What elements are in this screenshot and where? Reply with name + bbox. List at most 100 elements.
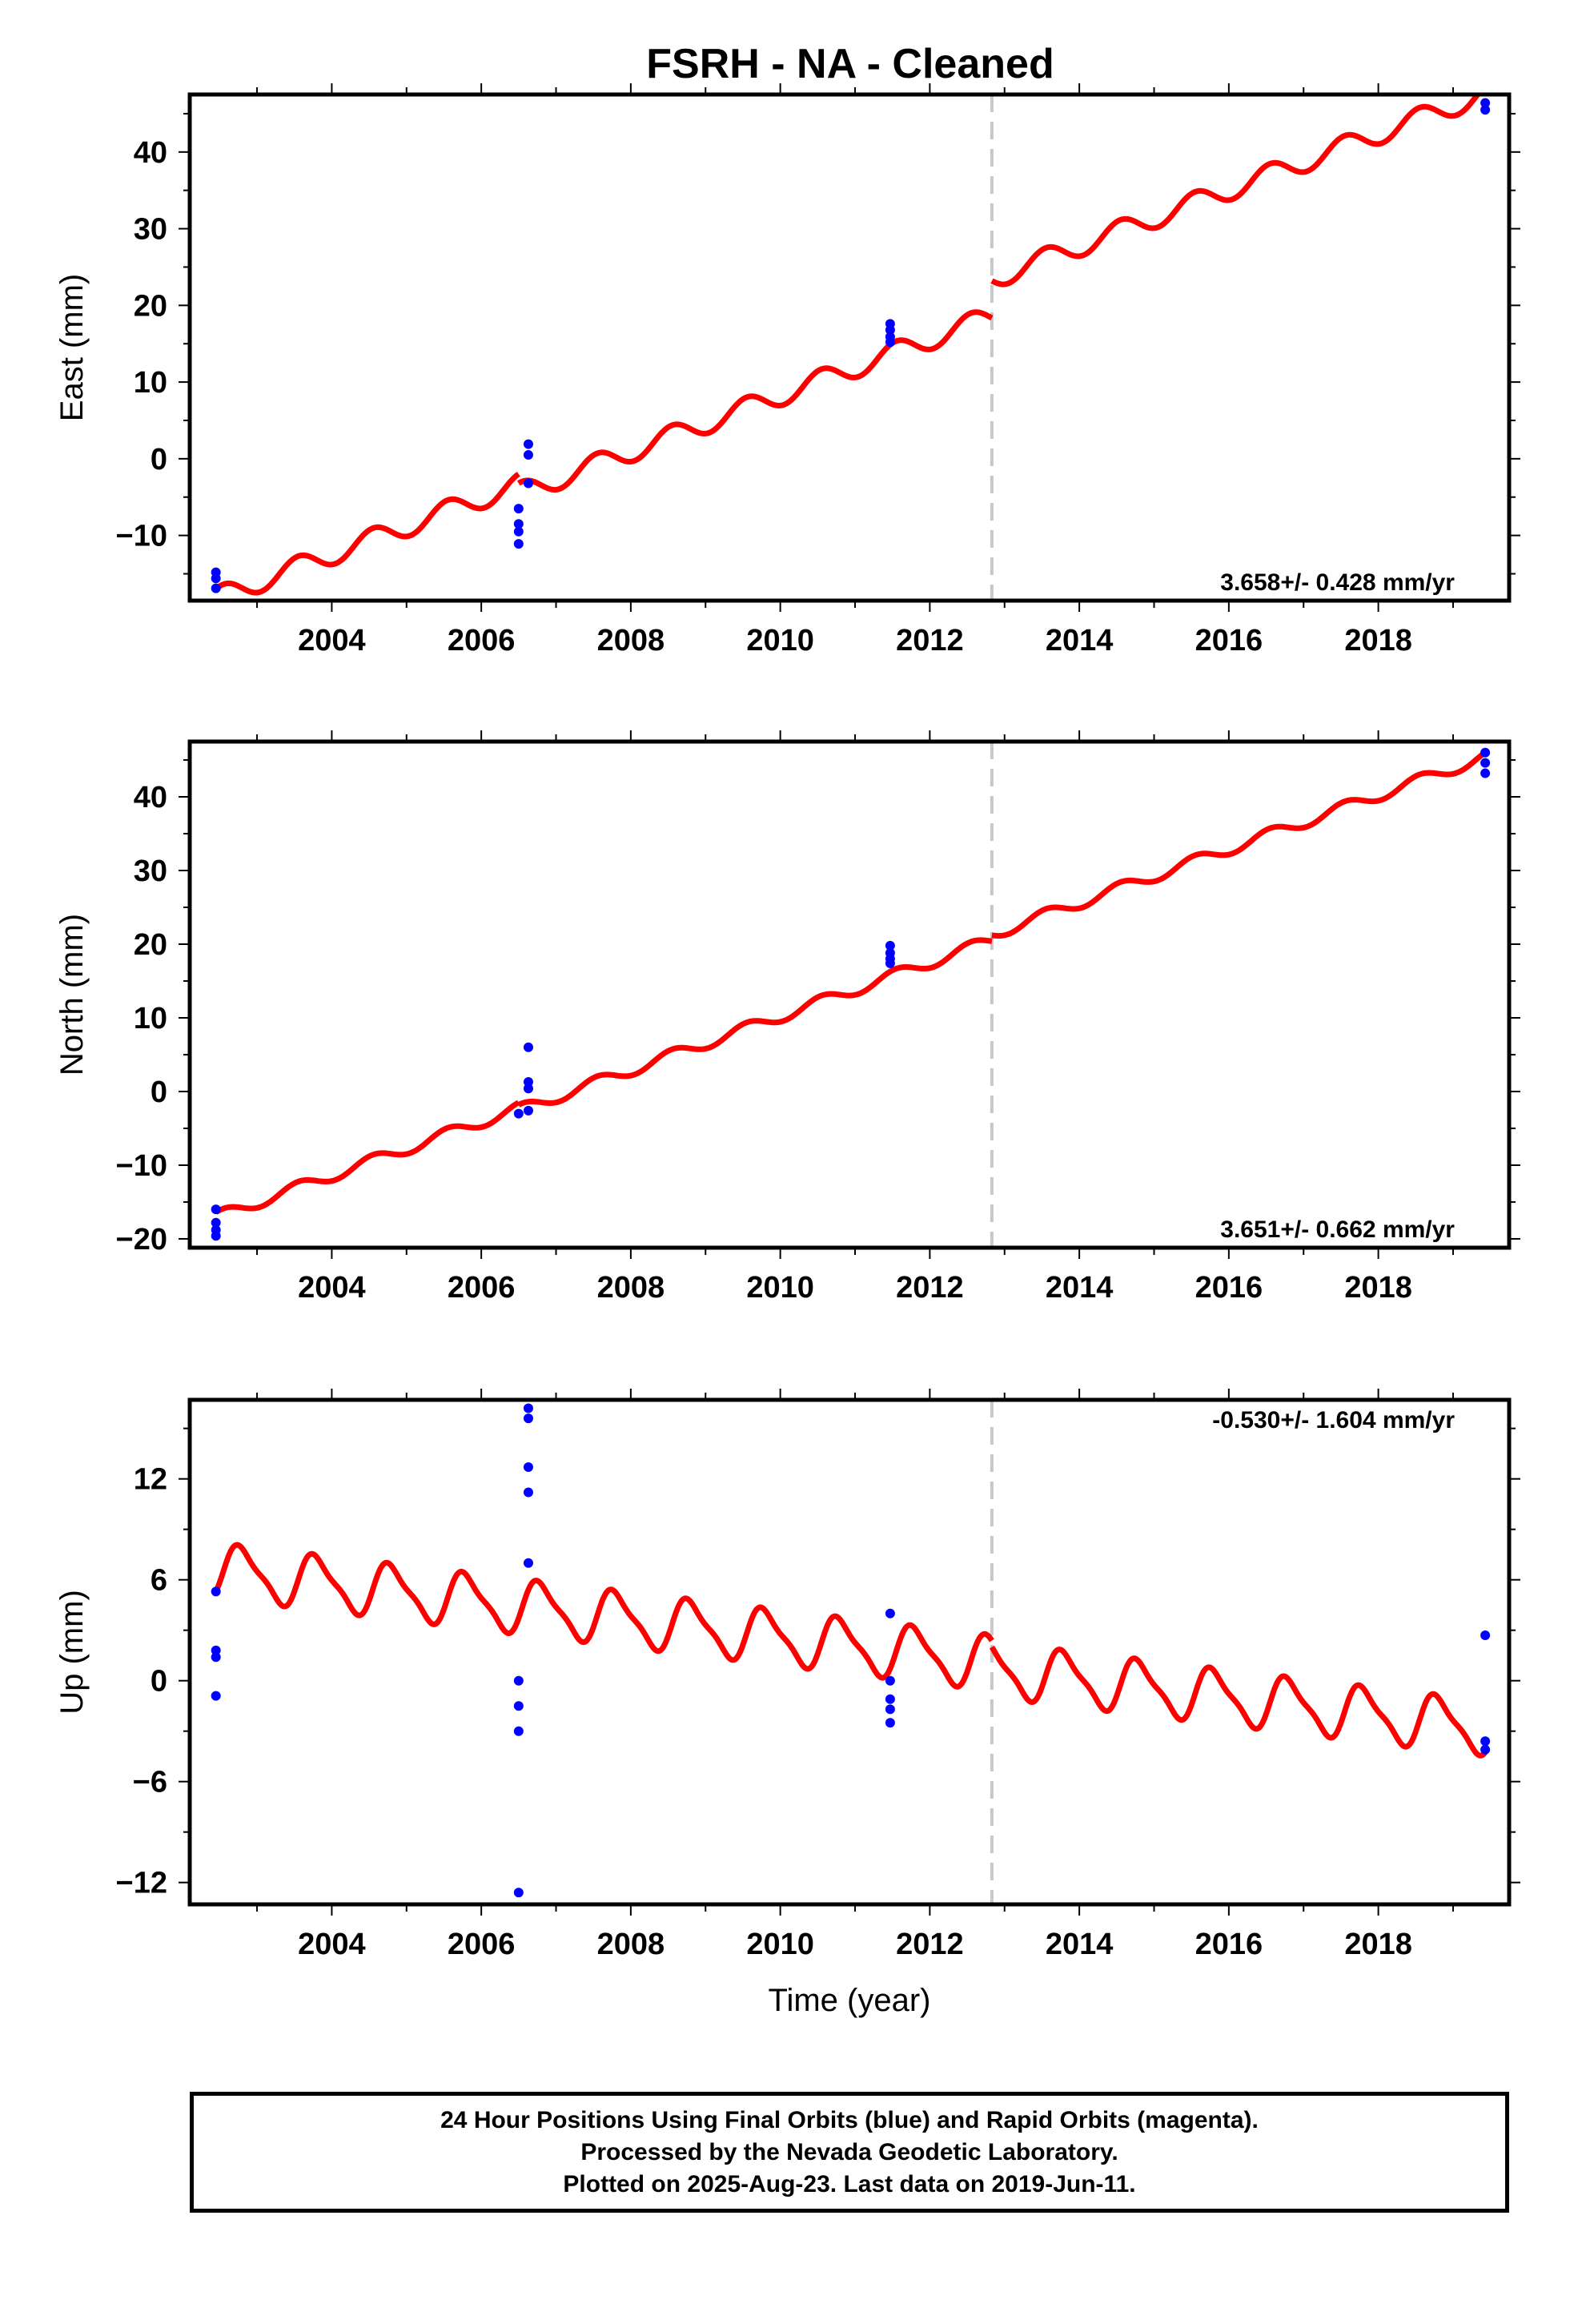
y-tick-label: −12: [116, 1867, 167, 1900]
position-point: [513, 1108, 524, 1119]
x-tick-label: 2016: [1195, 1271, 1263, 1305]
position-point: [523, 1084, 533, 1094]
y-tick-label: −20: [116, 1223, 167, 1256]
x-tick-label: 2008: [597, 1271, 665, 1305]
footer-line-1: 24 Hour Positions Using Final Orbits (bl…: [440, 2106, 1259, 2133]
y-tick-label: 12: [134, 1463, 167, 1497]
position-point: [523, 1042, 533, 1052]
y-axis-label: North (mm): [54, 914, 90, 1076]
position-point: [211, 1231, 221, 1241]
panel-frame: [187, 739, 1512, 1250]
position-point: [523, 1077, 533, 1088]
position-point: [523, 450, 533, 460]
x-tick-label: 2008: [597, 624, 665, 657]
position-point: [523, 1413, 533, 1424]
position-point: [885, 940, 895, 951]
x-tick-label: 2010: [746, 1271, 814, 1305]
x-tick-label: 2012: [896, 1928, 964, 1961]
x-tick-label: 2004: [298, 1271, 366, 1305]
y-tick-label: 40: [134, 136, 167, 170]
rate-label: 3.658+/- 0.428 mm/yr: [1220, 569, 1455, 596]
x-tick-label: 2006: [448, 1271, 516, 1305]
panel-north: 2004 2006 2008 2010 2012 2014 2016 2018 −20 −10 0 1…: [54, 730, 1520, 1305]
model-curve-segment: [213, 1542, 994, 1690]
y-axis-label: East (mm): [54, 274, 90, 421]
position-point: [1480, 758, 1491, 768]
model-curve-segment: [516, 937, 994, 1108]
position-point: [885, 1718, 895, 1728]
position-point: [211, 1652, 221, 1663]
x-tick-label: 2004: [298, 624, 366, 657]
x-tick-label: 2012: [896, 1271, 964, 1305]
x-tick-label: 2010: [746, 624, 814, 657]
x-tick-label: 2014: [1046, 1271, 1114, 1305]
y-tick-label: 10: [134, 1002, 167, 1035]
x-tick-label: 2006: [448, 624, 516, 657]
position-point: [513, 519, 524, 529]
position-point: [885, 337, 895, 348]
plot-area: [211, 742, 1491, 1248]
position-point: [513, 1726, 524, 1736]
y-tick-label: 20: [134, 928, 167, 962]
x-tick-label: 2014: [1046, 624, 1114, 657]
y-tick-label: 0: [151, 1665, 167, 1699]
panel-frame: [187, 92, 1512, 603]
position-point: [523, 1403, 533, 1413]
position-point: [523, 1558, 533, 1568]
position-point: [885, 1704, 895, 1715]
position-point: [211, 1691, 221, 1701]
position-point: [885, 958, 895, 968]
position-point: [211, 1645, 221, 1655]
y-tick-label: 40: [134, 781, 167, 814]
x-tick-label: 2010: [746, 1928, 814, 1961]
rate-label: -0.530+/- 1.604 mm/yr: [1212, 1407, 1455, 1433]
position-point: [211, 1217, 221, 1228]
x-tick-label: 2008: [597, 1928, 665, 1961]
position-point: [523, 1105, 533, 1116]
footer-box: 24 Hour Positions Using Final Orbits (bl…: [190, 2092, 1509, 2213]
model-curve-segment: [214, 1100, 520, 1215]
x-tick-label: 2006: [448, 1928, 516, 1961]
position-point: [523, 439, 533, 449]
y-tick-label: 20: [134, 289, 167, 323]
model-curve-segment: [990, 750, 1488, 939]
position-point: [211, 583, 221, 593]
position-point: [1480, 1630, 1491, 1640]
position-point: [1480, 747, 1491, 758]
x-tick-label: 2016: [1195, 624, 1263, 657]
plot-area: [211, 1400, 1491, 1904]
x-tick-label: 2016: [1195, 1928, 1263, 1961]
y-tick-label: 30: [134, 854, 167, 888]
model-curve-segment: [516, 309, 994, 493]
panel-up: 2004 2006 2008 2010 2012 2014 2016 2018 −12 −6 0 6 1…: [54, 1389, 1520, 2018]
y-tick-label: 0: [151, 443, 167, 476]
x-tick-label: 2018: [1344, 1271, 1412, 1305]
y-tick-label: −6: [133, 1766, 167, 1799]
position-point: [211, 1586, 221, 1597]
position-point: [885, 1675, 895, 1686]
position-point: [513, 1675, 524, 1686]
position-point: [513, 539, 524, 549]
x-tick-label: 2018: [1344, 1928, 1412, 1961]
x-tick-label: 2018: [1344, 624, 1412, 657]
position-point: [513, 1888, 524, 1898]
position-point: [211, 573, 221, 584]
position-point: [513, 504, 524, 514]
position-point: [1480, 768, 1491, 778]
y-tick-label: −10: [116, 520, 167, 553]
position-point: [1480, 1736, 1491, 1747]
x-tick-label: 2014: [1046, 1928, 1114, 1961]
position-point: [885, 1608, 895, 1618]
panel-east: 2004 2006 2008 2010 2012 2014 2016 2018 −10 0 10 20…: [54, 83, 1520, 657]
x-tick-label: 2012: [896, 624, 964, 657]
panel-frame: [187, 1397, 1512, 1907]
position-point: [513, 1701, 524, 1711]
model-curve-segment: [214, 472, 520, 596]
y-tick-label: 0: [151, 1076, 167, 1109]
position-point: [523, 478, 533, 489]
position-point: [885, 324, 895, 335]
footer-line-2: Processed by the Nevada Geodetic Laborat…: [580, 2138, 1118, 2165]
y-axis-label: Up (mm): [54, 1590, 90, 1715]
model-curve-segment: [989, 1645, 1488, 1759]
position-point: [523, 1487, 533, 1498]
